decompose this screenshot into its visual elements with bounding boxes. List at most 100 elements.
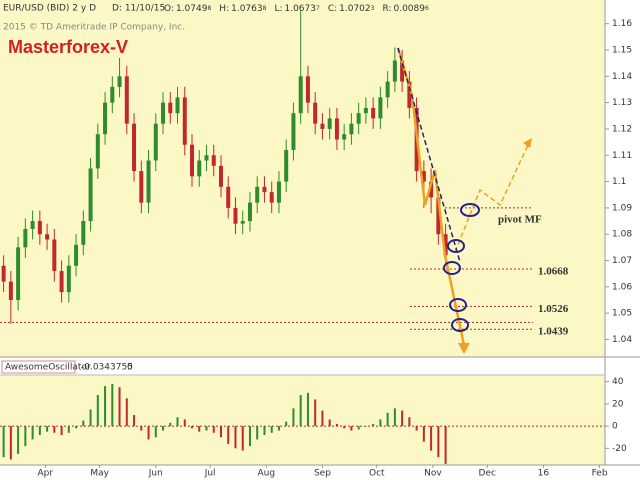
y-tick-label: 1.08 bbox=[612, 230, 632, 240]
arrow-head bbox=[523, 138, 532, 148]
ellipse bbox=[447, 239, 465, 253]
oscillator-bar bbox=[415, 426, 418, 431]
oscillator-bar bbox=[205, 426, 208, 431]
candle-body bbox=[363, 107, 368, 114]
candle-body bbox=[211, 155, 216, 166]
oscillator-bar bbox=[60, 426, 63, 435]
oscillator-bar bbox=[176, 417, 179, 427]
candle-body bbox=[233, 207, 238, 224]
y-tick-label: -20 bbox=[612, 444, 627, 454]
oscillator-bar bbox=[393, 408, 396, 427]
candle-body bbox=[378, 97, 383, 119]
x-tick-label: Sep bbox=[314, 469, 331, 479]
oscillator-bar bbox=[386, 412, 389, 427]
trend-line bbox=[397, 47, 461, 263]
candle-body bbox=[327, 118, 332, 129]
x-tick-label: Dec bbox=[479, 469, 496, 479]
candle-body bbox=[81, 221, 86, 245]
candle-body bbox=[226, 186, 231, 208]
oscillator-bar bbox=[140, 426, 143, 431]
candle-body bbox=[298, 76, 303, 114]
candle-body bbox=[349, 123, 354, 135]
oscillator-bar bbox=[219, 426, 222, 438]
oscillator-bar bbox=[285, 421, 288, 427]
oscillator-bar bbox=[96, 395, 99, 427]
oscillator-bar bbox=[24, 426, 27, 447]
oscillator-bar bbox=[277, 426, 280, 431]
candle-body bbox=[334, 118, 339, 140]
ellipse bbox=[449, 298, 467, 312]
candle-body bbox=[66, 265, 71, 293]
oscillator-bar bbox=[364, 426, 367, 427]
oscillator-bar bbox=[17, 426, 20, 454]
ellipse bbox=[443, 261, 461, 275]
pivot-label: pivot MF bbox=[498, 213, 542, 225]
price-panel bbox=[0, 0, 605, 357]
oscillator-bar bbox=[263, 426, 266, 435]
candle-body bbox=[1, 265, 6, 282]
candle-body bbox=[421, 171, 426, 182]
oscillator-bar bbox=[350, 426, 353, 431]
ellipse bbox=[451, 318, 469, 332]
candle-body bbox=[23, 228, 28, 248]
oscillator-bar bbox=[162, 426, 165, 431]
indicator-title: AwesomeOscillator bbox=[5, 363, 91, 373]
quote-value: 0.0089 bbox=[393, 4, 425, 14]
y-tick-label: 1.09 bbox=[612, 203, 632, 213]
candle-body bbox=[269, 192, 274, 203]
oscillator-bar bbox=[38, 426, 41, 435]
candle-body bbox=[247, 202, 252, 222]
candle-body bbox=[124, 76, 129, 124]
y-tick-label: 1.04 bbox=[612, 335, 632, 345]
oscillator-bar bbox=[430, 426, 433, 451]
candle-body bbox=[371, 107, 376, 119]
candle-body bbox=[291, 113, 296, 150]
candle-body bbox=[356, 113, 361, 124]
oscillator-bar bbox=[104, 386, 107, 427]
oscillator-bar bbox=[82, 420, 85, 427]
quote-value: 1.0673 bbox=[284, 4, 316, 14]
candle-body bbox=[110, 86, 115, 103]
quote-value: 1.0749 bbox=[176, 4, 208, 14]
oscillator-bar bbox=[111, 383, 114, 427]
oscillator-bar bbox=[335, 423, 338, 427]
quote-value: 1.0763 bbox=[231, 4, 263, 14]
candle-body bbox=[190, 144, 195, 177]
quote: O: 1.07498 bbox=[164, 4, 211, 14]
oscillator-bar bbox=[31, 426, 34, 440]
analysis-drawing bbox=[396, 47, 532, 354]
candle-body bbox=[8, 281, 13, 300]
symbol: EUR/USD (BID) 2 y D bbox=[3, 4, 96, 14]
candle-body bbox=[262, 186, 267, 193]
level-label: 1.0439 bbox=[538, 326, 569, 338]
candle-body bbox=[218, 165, 223, 187]
oscillator-bar bbox=[147, 426, 150, 440]
candle-body bbox=[436, 197, 441, 235]
y-tick-label: 1.05 bbox=[612, 309, 632, 319]
ellipse bbox=[460, 203, 480, 217]
y-tick-label: 1.06 bbox=[612, 282, 632, 292]
candle-body bbox=[342, 134, 347, 140]
candle-body bbox=[400, 60, 405, 82]
candle-body bbox=[182, 97, 187, 145]
y-tick-label: 20 bbox=[612, 399, 624, 409]
oscillator-bar bbox=[306, 392, 309, 427]
oscillator-bar bbox=[343, 426, 346, 429]
candle-body bbox=[103, 102, 108, 135]
oscillator-bar bbox=[2, 426, 5, 458]
quote-pip: 6 bbox=[425, 5, 429, 12]
quote-label: L: bbox=[274, 4, 282, 14]
oscillator-bar bbox=[227, 426, 230, 444]
oscillator-bar bbox=[89, 409, 92, 427]
y-tick-label: 1.12 bbox=[612, 124, 632, 134]
candle-body bbox=[392, 60, 397, 82]
y-tick-label: 1.14 bbox=[612, 72, 632, 82]
y-tick-label: 1.11 bbox=[612, 151, 632, 161]
candle-body bbox=[276, 181, 281, 203]
candle-body bbox=[117, 76, 122, 87]
ellipses bbox=[443, 203, 480, 332]
x-tick-label: May bbox=[90, 469, 109, 479]
oscillator-bar bbox=[183, 419, 186, 427]
level-label: 1.0668 bbox=[538, 265, 569, 277]
